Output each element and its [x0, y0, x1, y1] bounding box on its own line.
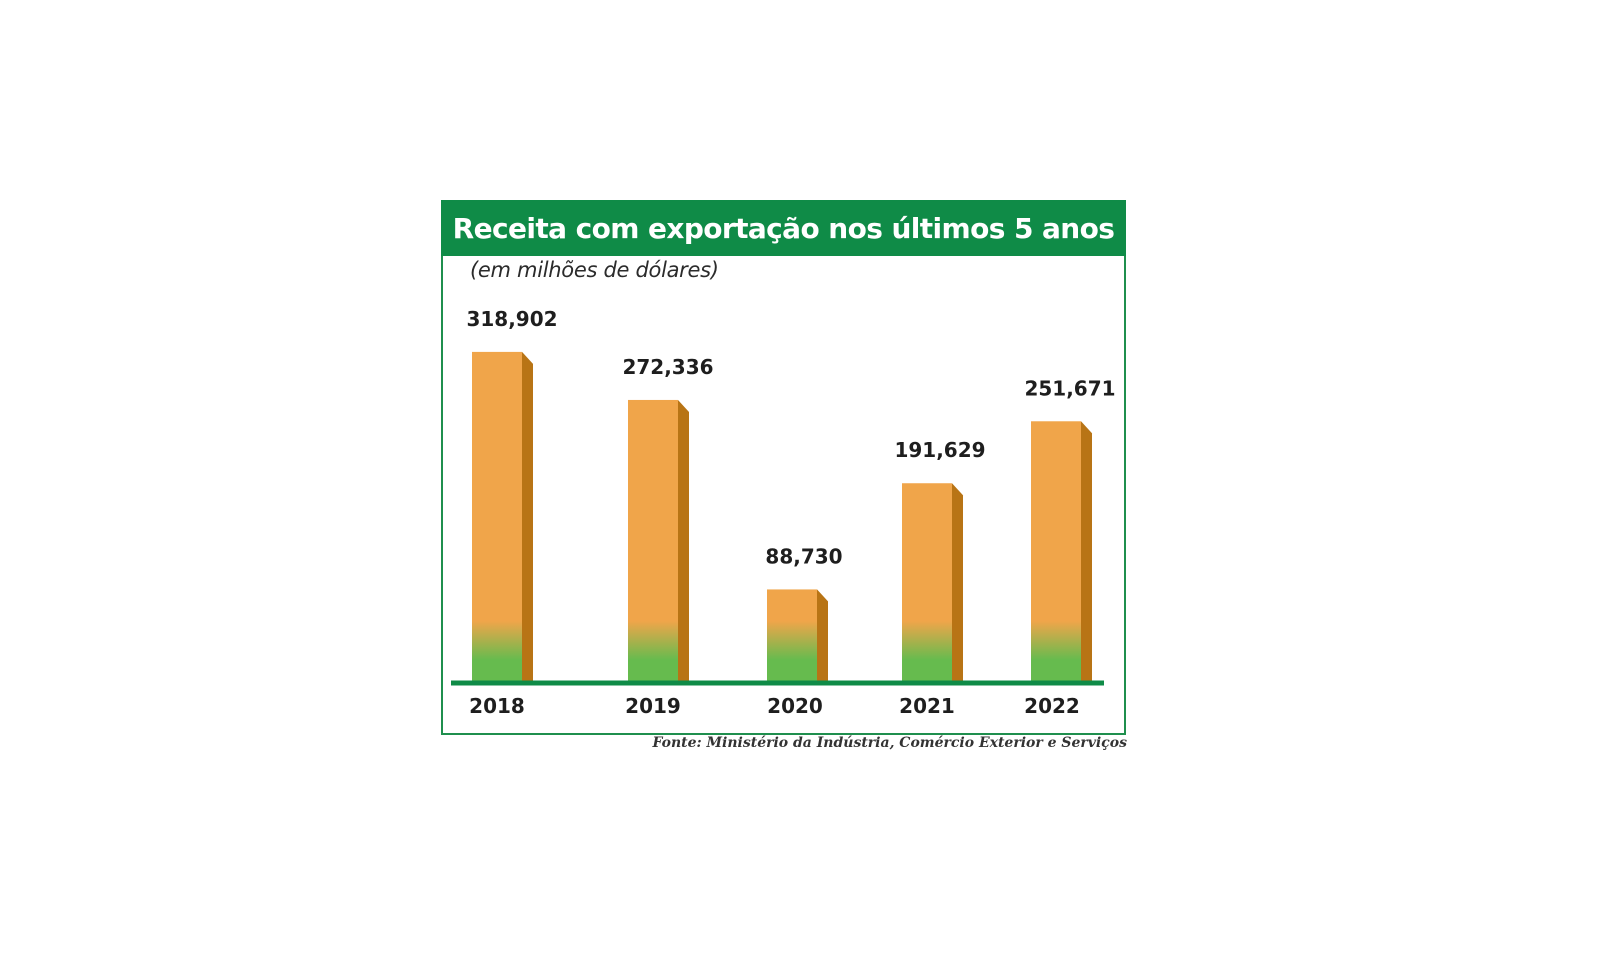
data-label-2021: 191,629 [894, 438, 985, 462]
bar-2021 [902, 483, 952, 681]
chart-subtitle: (em milhões de dólares) [470, 258, 719, 282]
data-label-2020: 88,730 [765, 544, 842, 568]
data-label-2018: 318,902 [466, 307, 557, 331]
bar-2018 [472, 351, 522, 681]
bar-2022 [1031, 421, 1081, 681]
bar-side-2020 [817, 589, 828, 681]
x-tick-label-2021: 2021 [899, 694, 955, 718]
data-label-2019: 272,336 [622, 355, 713, 379]
bar-side-2019 [678, 399, 689, 681]
x-tick-label-2018: 2018 [469, 694, 525, 718]
bar-2019 [628, 399, 678, 681]
bar-2020 [767, 589, 817, 681]
x-tick-label-2022: 2022 [1024, 694, 1080, 718]
bar-side-2018 [522, 351, 533, 681]
x-tick-label-2020: 2020 [767, 694, 823, 718]
data-label-2022: 251,671 [1024, 376, 1115, 400]
source-note: Fonte: Ministério da Indústria, Comércio… [652, 735, 1127, 751]
bar-side-2021 [952, 483, 963, 681]
bar-side-2022 [1081, 421, 1092, 681]
chart-title: Receita com exportação nos últimos 5 ano… [441, 200, 1126, 256]
x-tick-label-2019: 2019 [625, 694, 681, 718]
